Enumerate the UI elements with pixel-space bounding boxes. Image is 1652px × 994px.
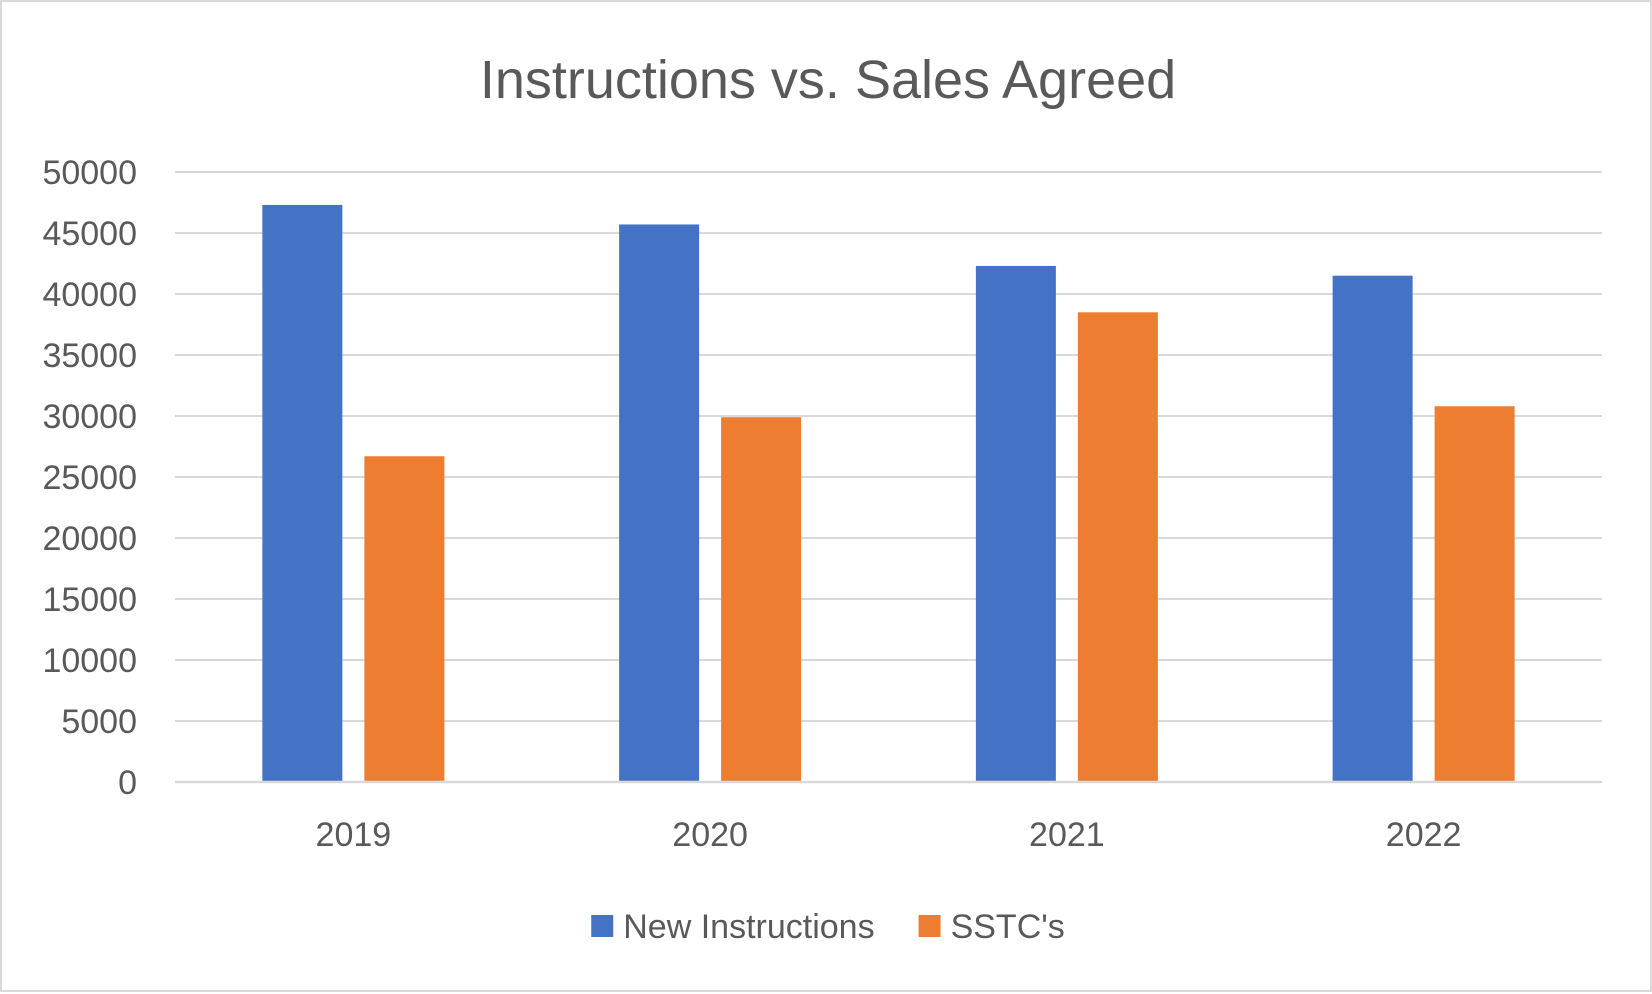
legend-label: New Instructions — [623, 908, 874, 946]
bar-2019-sstcs — [364, 456, 445, 782]
legend: New Instructions SSTC's — [591, 908, 1065, 946]
x-axis-ticks: 2019 2020 2021 2022 — [316, 816, 1462, 854]
legend-swatch — [918, 915, 941, 937]
y-tick-label: 35000 — [42, 337, 137, 375]
y-tick-label: 50000 — [42, 154, 137, 192]
bar-2021-sstcs — [1077, 312, 1158, 782]
y-tick-label: 25000 — [42, 459, 137, 497]
y-axis-ticks: 0 5000 10000 15000 20000 25000 30000 35000 40000… — [42, 154, 137, 802]
y-tick-label: 30000 — [42, 398, 137, 436]
bars — [262, 204, 1515, 782]
y-tick-label: 10000 — [42, 642, 137, 680]
x-tick-label: 2020 — [672, 816, 748, 854]
bar-2021-new-instructions — [975, 265, 1056, 782]
legend-item-sstcs: SSTC's — [918, 908, 1065, 946]
chart-title: Instructions vs. Sales Agreed — [480, 50, 1176, 110]
bar-2019-new-instructions — [262, 204, 343, 782]
legend-label: SSTC's — [951, 908, 1065, 946]
bar-2020-new-instructions — [619, 224, 700, 782]
bar-2020-sstcs — [721, 417, 802, 782]
x-tick-label: 2022 — [1386, 816, 1462, 854]
bar-2022-new-instructions — [1332, 275, 1413, 782]
bar-2022-sstcs — [1434, 406, 1515, 782]
y-tick-label: 0 — [118, 764, 137, 802]
y-tick-label: 5000 — [61, 703, 137, 741]
y-tick-label: 20000 — [42, 520, 137, 558]
legend-swatch — [591, 915, 614, 937]
y-tick-label: 15000 — [42, 581, 137, 619]
legend-item-new-instructions: New Instructions — [591, 908, 875, 946]
x-tick-label: 2019 — [316, 816, 392, 854]
x-tick-label: 2021 — [1029, 816, 1105, 854]
y-tick-label: 45000 — [42, 215, 137, 253]
y-tick-label: 40000 — [42, 276, 137, 314]
